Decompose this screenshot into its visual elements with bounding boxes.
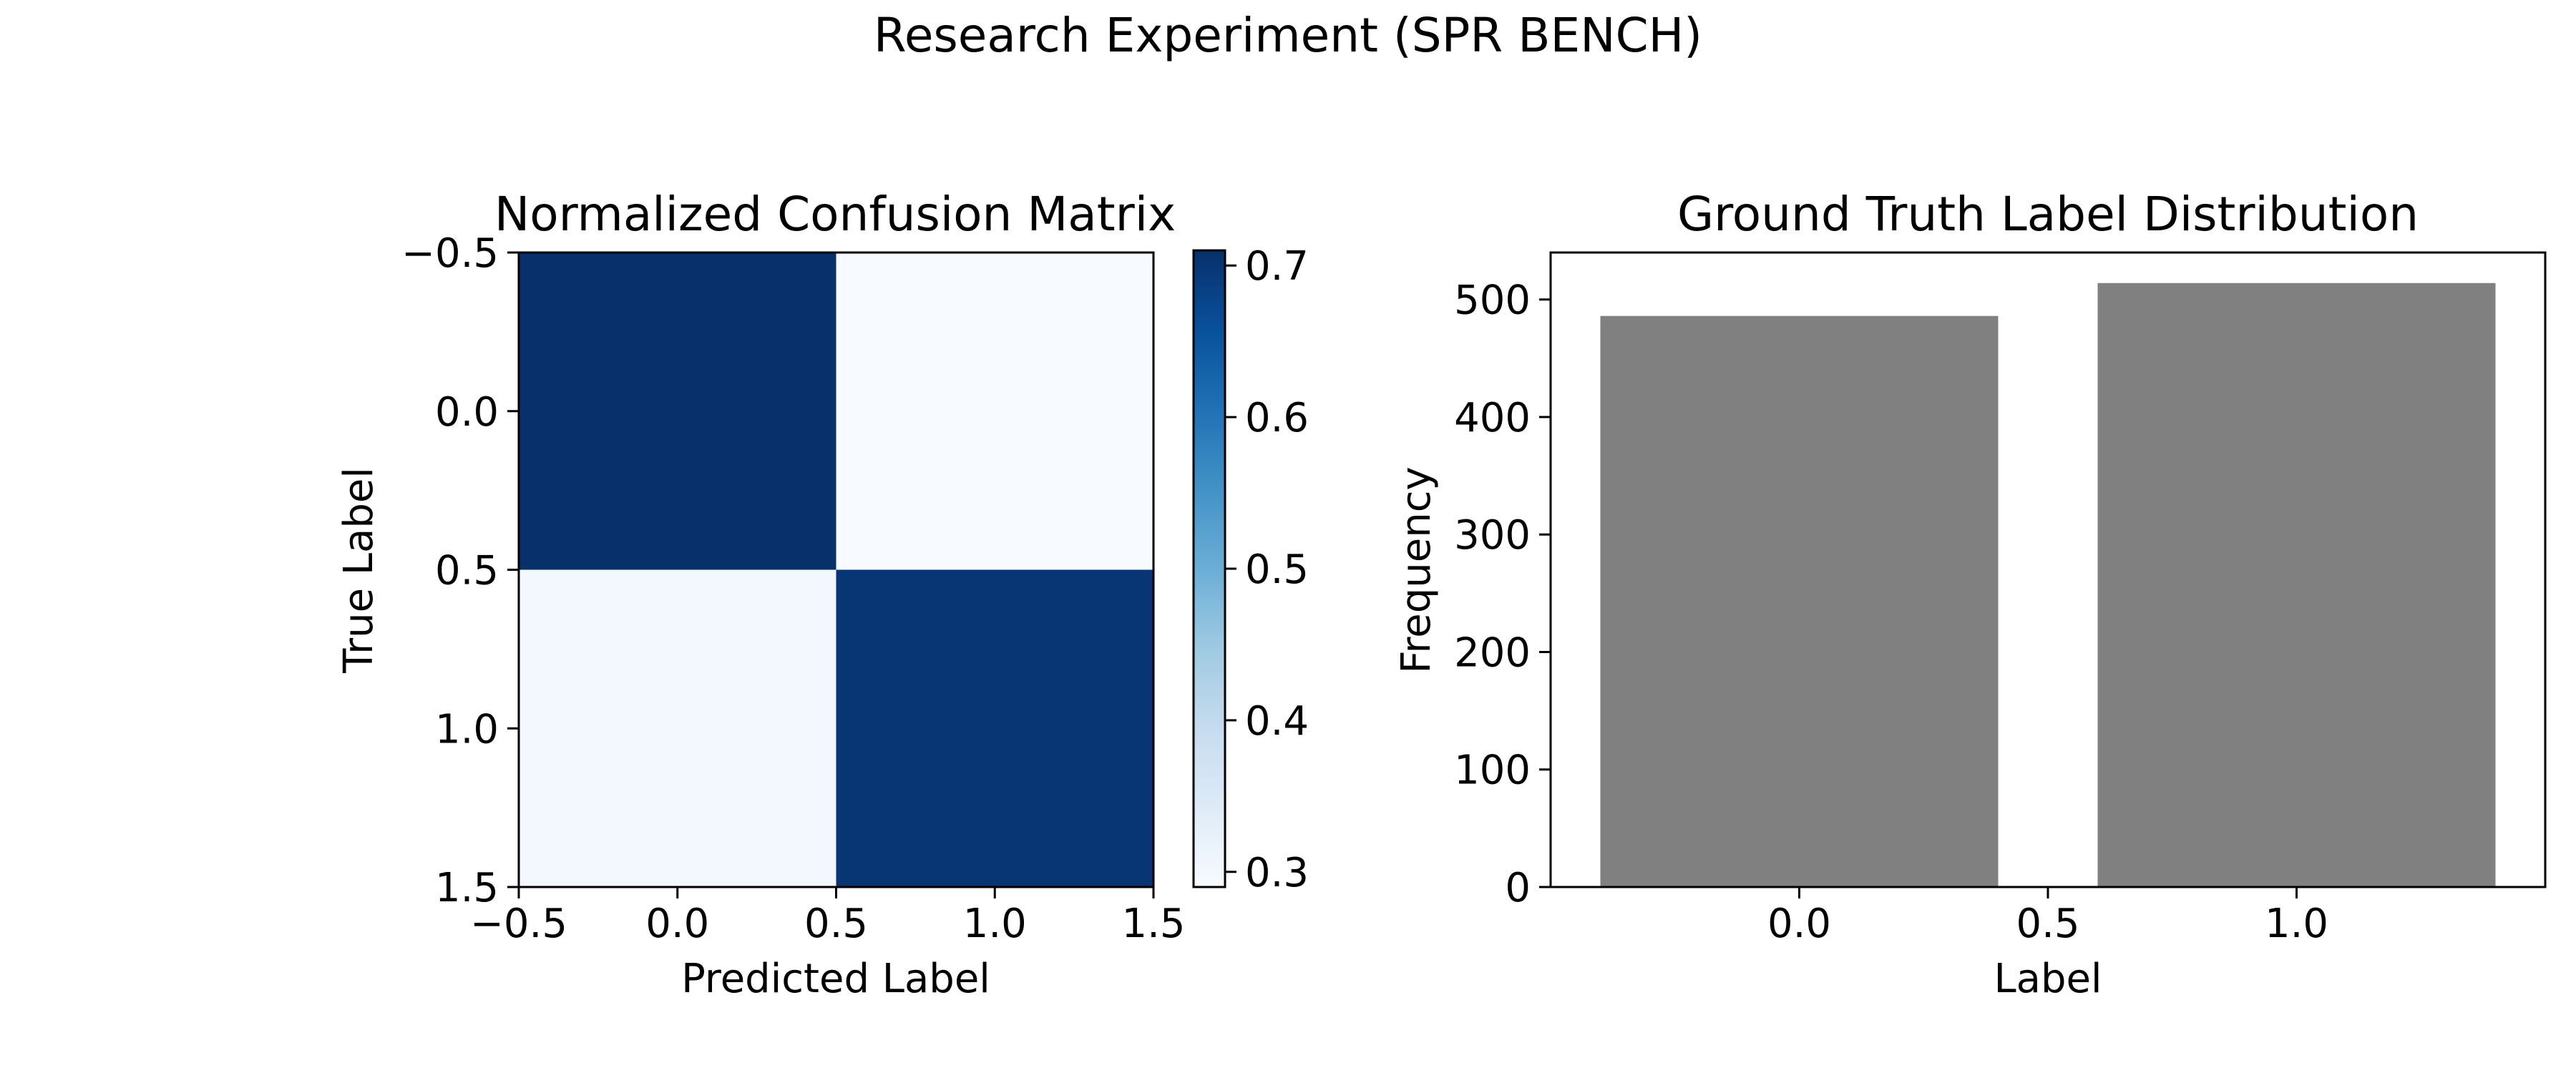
confusion-matrix-y-ticks: −0.5 0.0 0.5 1.0 1.5 — [401, 230, 519, 911]
confusion-matrix-cell-0-0 — [519, 253, 836, 570]
bar-chart-y-tick-label: 100 — [1454, 748, 1531, 794]
confusion-matrix-ylabel: True Label — [336, 467, 382, 674]
bar-chart-y-tick-label: 500 — [1454, 278, 1531, 324]
confusion-matrix-xlabel: Predicted Label — [681, 956, 990, 1002]
colorbar: 0.3 0.4 0.5 0.6 0.7 — [1192, 243, 1309, 896]
bar-chart-y-tick-label: 0 — [1505, 865, 1531, 911]
bar-chart-x-tick-label: 0.5 — [2016, 901, 2079, 947]
bar-chart-x-ticks: 0.0 0.5 1.0 — [1767, 887, 2328, 947]
confusion-matrix-y-tick-label: 0.0 — [435, 389, 499, 436]
colorbar-tick-label: 0.3 — [1245, 850, 1309, 896]
confusion-matrix-y-tick-label: 0.5 — [435, 548, 499, 594]
confusion-matrix-cell-1-0 — [519, 569, 836, 887]
confusion-matrix-title: Normalized Confusion Matrix — [494, 187, 1176, 242]
confusion-matrix-x-tick-label: 1.5 — [1121, 901, 1185, 947]
colorbar-gradient — [1192, 249, 1226, 888]
colorbar-tick-label: 0.6 — [1245, 395, 1309, 441]
colorbar-tick-label: 0.5 — [1245, 547, 1309, 593]
confusion-matrix-x-tick-label: −0.5 — [470, 901, 567, 947]
bar-chart-y-tick-label: 400 — [1454, 395, 1531, 441]
confusion-matrix-panel: Normalized Confusion Matrix −0.5 0.0 0.5 1.… — [336, 187, 1186, 1002]
confusion-matrix-cell-0-1 — [836, 253, 1153, 570]
bar-chart-y-ticks: 0 100 200 300 400 500 — [1454, 278, 1551, 911]
bars — [1600, 283, 2496, 887]
figure-suptitle: Research Experiment (SPR BENCH) — [874, 8, 1702, 63]
bar-chart-title: Ground Truth Label Distribution — [1677, 187, 2419, 242]
bar-label-1 — [2097, 283, 2496, 887]
confusion-matrix-cells — [519, 253, 1153, 887]
bar-label-0 — [1600, 315, 1999, 887]
confusion-matrix-y-tick-label: 1.0 — [435, 706, 499, 753]
bar-chart-ylabel: Frequency — [1393, 466, 1440, 673]
confusion-matrix-x-tick-label: 0.5 — [804, 901, 868, 947]
confusion-matrix-cell-1-1 — [836, 569, 1153, 887]
confusion-matrix-x-ticks: −0.5 0.0 0.5 1.0 1.5 — [470, 887, 1186, 947]
bar-chart-y-tick-label: 200 — [1454, 629, 1531, 676]
confusion-matrix-y-tick-label: 1.5 — [435, 865, 499, 911]
confusion-matrix-x-tick-label: 0.0 — [645, 901, 709, 947]
colorbar-tick-label: 0.4 — [1245, 698, 1309, 745]
colorbar-ticks: 0.3 0.4 0.5 0.6 0.7 — [1225, 243, 1309, 896]
bar-chart-y-tick-label: 300 — [1454, 512, 1531, 559]
confusion-matrix-x-tick-label: 1.0 — [963, 901, 1027, 947]
label-distribution-panel: Ground Truth Label Distribution 0.0 0.5 1.… — [1393, 187, 2547, 1002]
bar-chart-x-tick-label: 1.0 — [2265, 901, 2328, 947]
bar-chart-x-tick-label: 0.0 — [1767, 901, 1831, 947]
colorbar-tick-label: 0.7 — [1245, 243, 1309, 290]
confusion-matrix-y-tick-label: −0.5 — [401, 230, 499, 277]
bar-chart-xlabel: Label — [1994, 956, 2102, 1002]
